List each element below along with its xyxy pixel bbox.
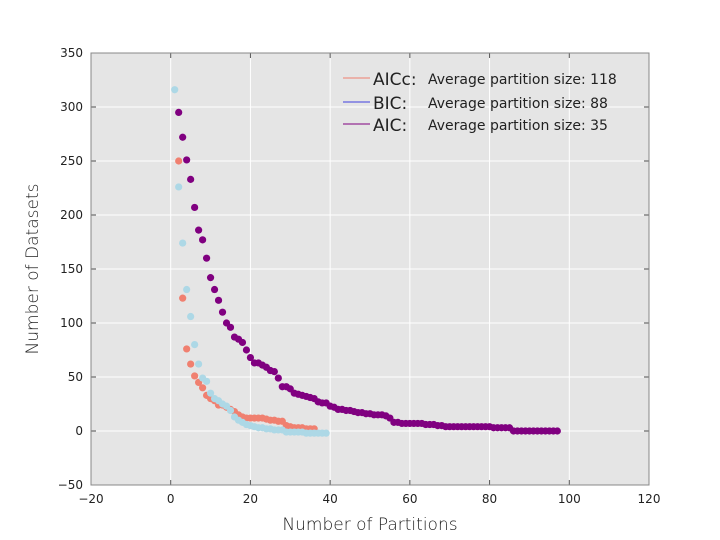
legend-note-aic: Average partition size: 35	[428, 118, 608, 134]
y-tick-label: 300	[60, 100, 83, 114]
point-aic	[206, 274, 215, 282]
x-tick-label: 40	[323, 492, 338, 506]
point-aic	[191, 203, 199, 212]
point-aic	[214, 296, 223, 304]
y-tick-label: 50	[68, 370, 83, 384]
point-bic	[191, 341, 199, 349]
x-tick-label: 100	[558, 492, 581, 506]
point-aicc	[175, 157, 183, 165]
x-tick-label: 20	[243, 492, 258, 506]
legend-label-aic: AIC:	[373, 116, 407, 136]
point-bic	[322, 429, 330, 437]
plot-frame	[90, 52, 650, 486]
x-tick-label: 0	[167, 492, 175, 506]
y-tick-label: 250	[60, 154, 83, 168]
point-aic	[238, 338, 247, 347]
series-bic	[171, 86, 330, 437]
point-aic	[246, 353, 255, 362]
point-bic	[202, 377, 211, 385]
point-aic	[202, 254, 211, 262]
y-tick-label: 350	[60, 46, 83, 60]
x-tick-label: −20	[78, 492, 103, 506]
legend-note-aicc: Average partition size: 118	[428, 72, 617, 88]
point-bic	[195, 360, 203, 368]
legend-label-bic: BIC:	[373, 94, 407, 114]
series-layer	[171, 86, 561, 437]
point-aic	[553, 427, 561, 435]
x-tick-label: 80	[482, 492, 497, 506]
point-aic	[187, 175, 195, 183]
point-bic	[206, 389, 215, 397]
x-tick-label: 120	[638, 492, 661, 506]
point-aic	[183, 156, 191, 164]
point-bic	[179, 239, 187, 247]
legend-note-bic: Average partition size: 88	[428, 96, 608, 112]
point-aic	[210, 285, 219, 294]
point-aicc	[187, 360, 195, 368]
point-aicc	[179, 294, 187, 302]
point-aicc	[191, 372, 199, 380]
point-bic	[171, 86, 179, 94]
grid-lines	[91, 53, 649, 485]
point-bic	[187, 312, 195, 321]
point-aic	[179, 133, 187, 141]
point-aicc	[183, 345, 191, 353]
point-aic	[270, 368, 278, 376]
point-aic	[195, 226, 203, 234]
point-aic	[175, 108, 183, 116]
y-axis-title: Number of Datasets	[23, 184, 43, 355]
y-tick-label: 0	[75, 424, 83, 438]
point-aic	[274, 374, 282, 382]
series-aic	[175, 108, 561, 435]
point-bic	[175, 183, 183, 191]
y-tick-label: 200	[60, 208, 83, 222]
y-tick-label: −50	[58, 478, 83, 492]
x-tick-label: 60	[402, 492, 417, 506]
point-aic	[226, 323, 235, 331]
point-aic	[218, 308, 227, 316]
legend-label-aicc: AICc:	[373, 70, 417, 90]
point-aic	[199, 236, 207, 244]
point-aicc	[199, 384, 207, 392]
point-aic	[242, 346, 251, 354]
tick-labels: −20 0 20 40 60 80 100 120 −50 0 50 100 150 200 250 300 3…	[58, 46, 661, 506]
point-bic	[226, 406, 235, 415]
legend: AICc: Average partition size: 118 BIC: A…	[343, 70, 617, 136]
y-tick-label: 150	[60, 262, 83, 276]
x-axis-title: Number of Partitions	[282, 515, 457, 535]
y-tick-label: 100	[60, 316, 83, 330]
point-bic	[183, 285, 191, 294]
